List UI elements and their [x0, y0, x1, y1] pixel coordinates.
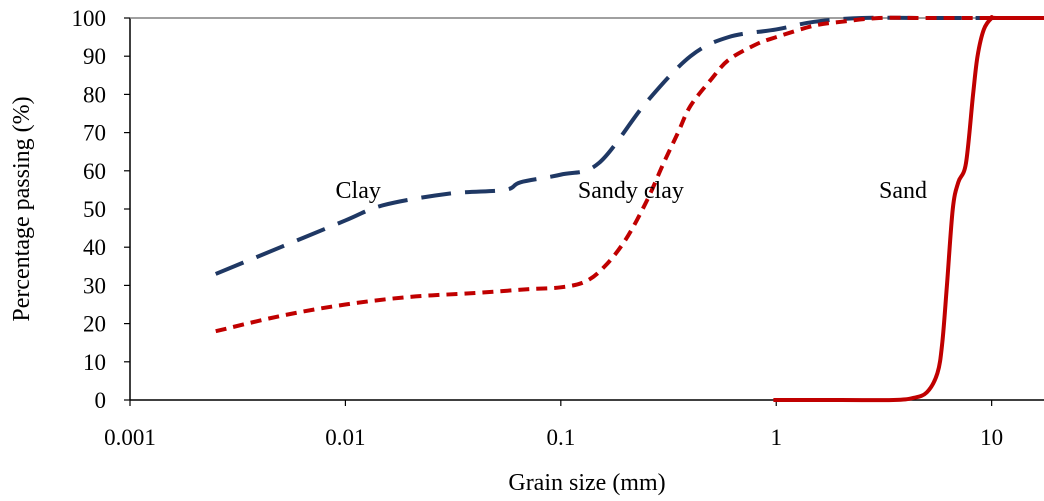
x-tick-label: 10 — [980, 425, 1003, 450]
x-axis-ticks: 0.001 0.01 0.1 1 10 — [104, 400, 1003, 450]
y-tick-label: 50 — [83, 197, 106, 222]
y-tick-label: 70 — [83, 121, 106, 146]
y-tick-label: 20 — [83, 312, 106, 337]
series-line-solid — [773, 17, 1044, 400]
y-tick-label: 60 — [83, 159, 106, 184]
annotation-label: Clay — [336, 178, 381, 204]
x-tick-label: 0.01 — [325, 425, 365, 450]
y-tick-label: 90 — [83, 44, 106, 69]
y-tick-label: 100 — [72, 6, 107, 31]
y-tick-label: 0 — [95, 388, 107, 413]
annotation-label: Sand — [879, 178, 927, 204]
x-tick-label: 0.1 — [546, 425, 575, 450]
x-tick-label: 1 — [770, 425, 782, 450]
y-tick-label: 80 — [83, 82, 106, 107]
y-axis-title: Percentage passing (%) — [9, 96, 35, 321]
x-axis-title: Grain size (mm) — [508, 470, 665, 496]
y-axis-ticks: 0 10 20 30 40 50 60 70 80 90 100 — [72, 6, 131, 413]
y-tick-label: 40 — [83, 235, 106, 260]
series-line-short-dash — [216, 18, 1044, 332]
y-tick-label: 10 — [83, 350, 106, 375]
annotations: Clay Sandy clay Sand — [336, 178, 927, 204]
plot-frame — [130, 18, 1044, 400]
y-tick-label: 30 — [83, 273, 106, 298]
annotation-label: Sandy clay — [578, 178, 684, 204]
x-tick-label: 0.001 — [104, 425, 156, 450]
data-series — [216, 17, 1044, 400]
